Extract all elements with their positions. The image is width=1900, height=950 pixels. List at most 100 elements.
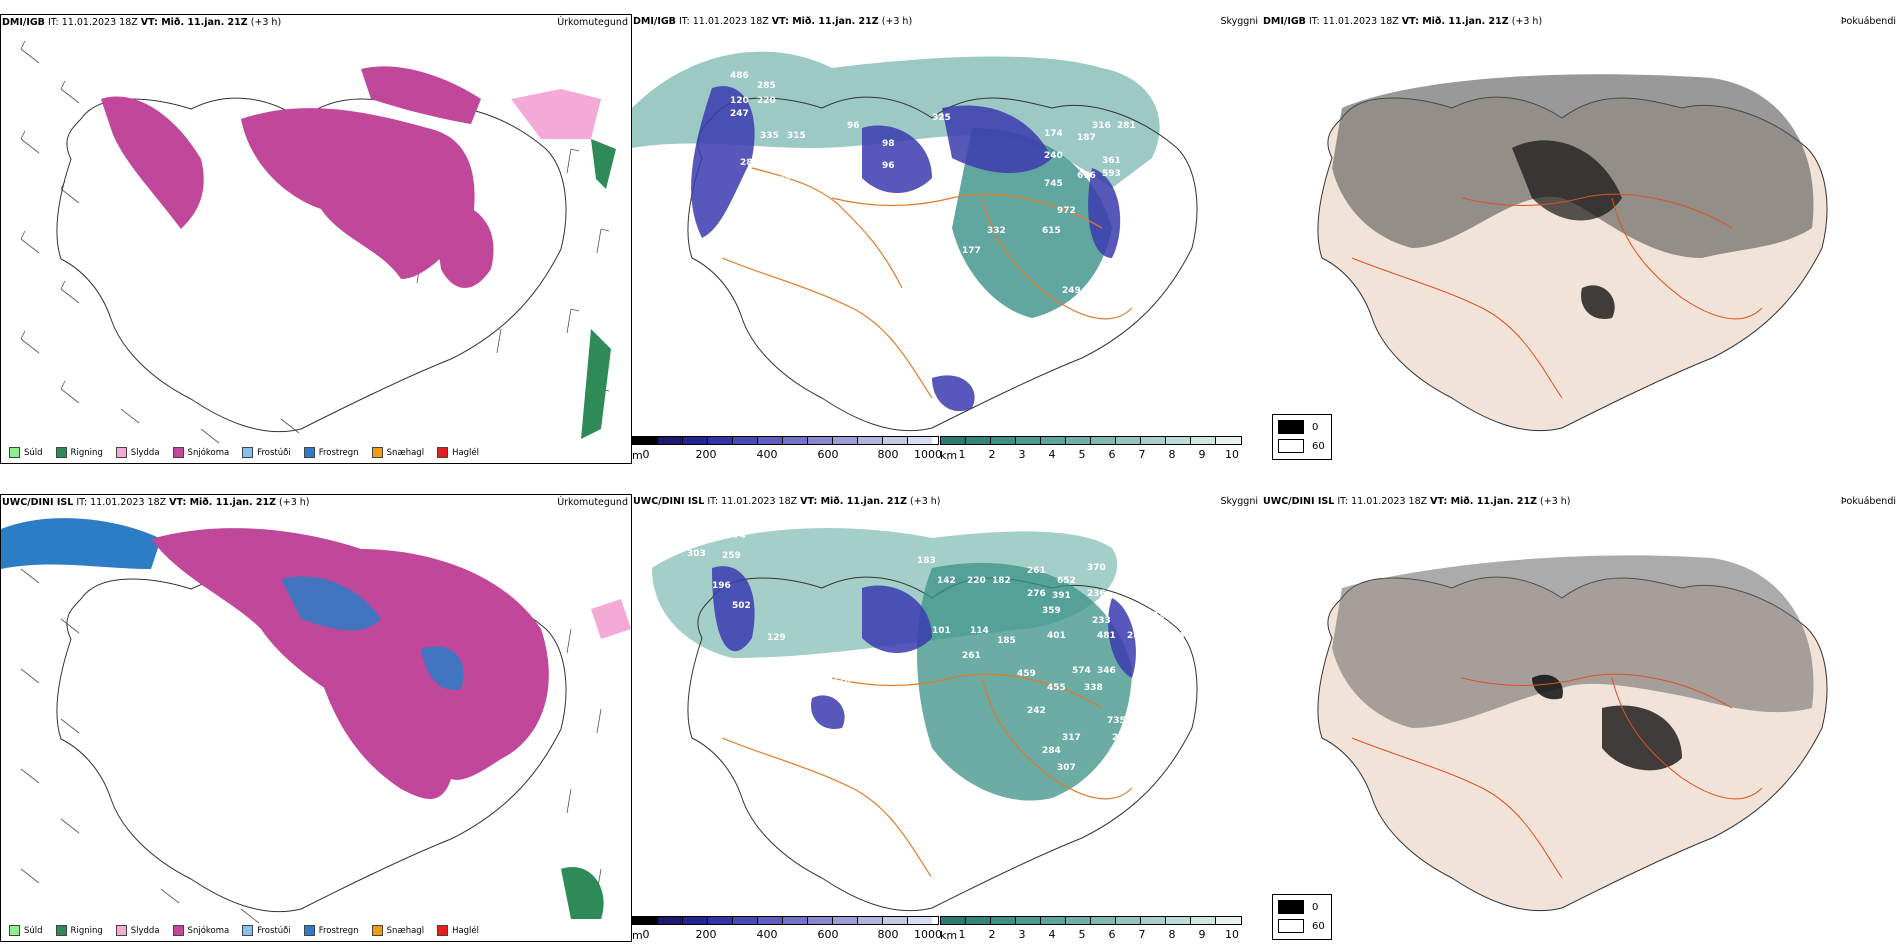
fog-key: 0 60 (1272, 414, 1332, 460)
elev-label: 574 (1072, 666, 1091, 676)
legend-item: Snjókoma (172, 925, 229, 936)
elev-label: 125 (832, 189, 851, 199)
tick: 600 (817, 928, 839, 941)
legend-swatch (115, 447, 127, 458)
elev-label: 304 (1142, 696, 1161, 706)
elev-label: 502 (732, 601, 751, 611)
tick: 800 (877, 448, 899, 461)
elev-label: 103 (937, 876, 956, 886)
elev-label: 196 (712, 581, 731, 591)
elev-label: 615 (1042, 226, 1061, 236)
fog-panel-bottom: UWC/DINI ISL IT: 11.01.2023 18Z VT: Mið.… (1262, 494, 1900, 944)
roads (721, 167, 1133, 399)
tick: 1000 (914, 448, 942, 461)
elev-label: 111 (932, 151, 951, 161)
precip-legend: Súld Rigning Slydda Snjókoma Frostúði Fr… (9, 447, 479, 458)
legend-swatch (55, 447, 67, 458)
tick: 4 (1048, 928, 1056, 941)
elev-label: 335 (760, 131, 779, 141)
elev-label: 51 (697, 246, 710, 256)
elev-label: 307 (1057, 763, 1076, 773)
key-value: 0 (1312, 901, 1319, 913)
elev-label: 391 (1052, 591, 1071, 601)
elev-label: 96 (847, 121, 860, 131)
legend-item: Rigning (55, 447, 103, 458)
key-swatch (1278, 919, 1304, 933)
elevation-colorbar: m 0 200 400 600 800 1000 (632, 916, 942, 942)
elev-label: 187 (1077, 133, 1096, 143)
tick: 1 (958, 928, 966, 941)
legend-item: Snæhagl (371, 925, 424, 936)
elev-label: 972 (1057, 206, 1076, 216)
legend-swatch (242, 925, 254, 936)
elev-label: 236 (1087, 589, 1106, 599)
tick: 9 (1198, 448, 1206, 461)
precip-panel-bottom: UWC/DINI ISL IT: 11.01.2023 18Z VT: Mið.… (0, 494, 632, 942)
elev-label: 96 (882, 161, 895, 171)
elev-label: 261 (1027, 566, 1046, 576)
legend-item: Rigning (55, 925, 103, 936)
tick: 9 (1198, 928, 1206, 941)
legend-item: Frostúði (242, 925, 291, 936)
legend-swatch (115, 925, 127, 936)
panel-header: UWC/DINI ISL IT: 11.01.2023 18Z VT: Mið.… (1263, 496, 1571, 507)
roads (721, 673, 1133, 879)
tick: 6 (1108, 928, 1116, 941)
legend-item: Slydda (115, 925, 160, 936)
tick: 5 (1078, 928, 1086, 941)
visibility-unit: km (940, 929, 958, 942)
elev-label: 88 (742, 669, 755, 679)
visibility-colorbar-swatches (940, 436, 1242, 445)
elev-label: 401 (1047, 631, 1066, 641)
tick: 8 (1168, 928, 1176, 941)
elev-label: 98 (882, 139, 895, 149)
elev-label: 236 (1152, 176, 1171, 186)
elev-label: 182 (992, 576, 1011, 586)
key-swatch (1278, 900, 1304, 914)
panel-header: UWC/DINI ISL IT: 11.01.2023 18Z VT: Mið.… (633, 496, 941, 507)
elev-label: 185 (997, 636, 1016, 646)
elev-label: 259 (722, 551, 741, 561)
legend-item: Slydda (115, 447, 160, 458)
elev-label: 745 (1044, 179, 1063, 189)
elev-label: 361 (1102, 156, 1121, 166)
elev-label: 652 (1057, 576, 1076, 586)
elev-label: 240 (937, 171, 956, 181)
elev-label: 276 (1027, 589, 1046, 599)
legend-swatch (172, 925, 184, 936)
elev-label: 129 (767, 633, 786, 643)
panel-title: Úrkomutegund (557, 497, 628, 508)
panel-title: Þokuábendi (1840, 496, 1896, 507)
tick: 6 (1108, 448, 1116, 461)
panel-title: Úrkomutegund (557, 17, 628, 28)
elev-label: 313 (1127, 209, 1146, 219)
elev-label: 325 (932, 113, 951, 123)
snow-areas (101, 66, 494, 288)
tick: 3 (1018, 448, 1026, 461)
key-swatch (1278, 439, 1304, 453)
fog-map (1317, 555, 1828, 912)
elev-label: 242 (1027, 706, 1046, 716)
tick: 800 (877, 928, 899, 941)
elev-label: 481 (1097, 631, 1116, 641)
legend-swatch (371, 925, 383, 936)
legend-swatch (437, 925, 449, 936)
tick: 7 (1138, 928, 1146, 941)
elev-label: 316 (1092, 121, 1111, 131)
elev-label: 315 (787, 131, 806, 141)
legend-item: Frostúði (242, 447, 291, 458)
tick: 400 (756, 928, 778, 941)
elev-label: 974 (727, 531, 746, 541)
elev-label: 179 (1112, 276, 1131, 286)
tick: 4 (1048, 448, 1056, 461)
elevation-colorbar-swatches (632, 436, 939, 445)
panel-header: UWC/DINI ISL IT: 11.01.2023 18Z VT: Mið.… (2, 497, 310, 508)
visibility-colorbar: km 1 2 3 4 5 6 7 8 9 10 (940, 916, 1245, 942)
elev-label: 220 (967, 576, 986, 586)
visibility-colorbar-swatches (940, 916, 1242, 925)
elev-label: 297 (1112, 733, 1131, 743)
elev-label: 247 (730, 109, 749, 119)
legend-item: Snæhagl (371, 447, 424, 458)
roads (1351, 673, 1763, 879)
